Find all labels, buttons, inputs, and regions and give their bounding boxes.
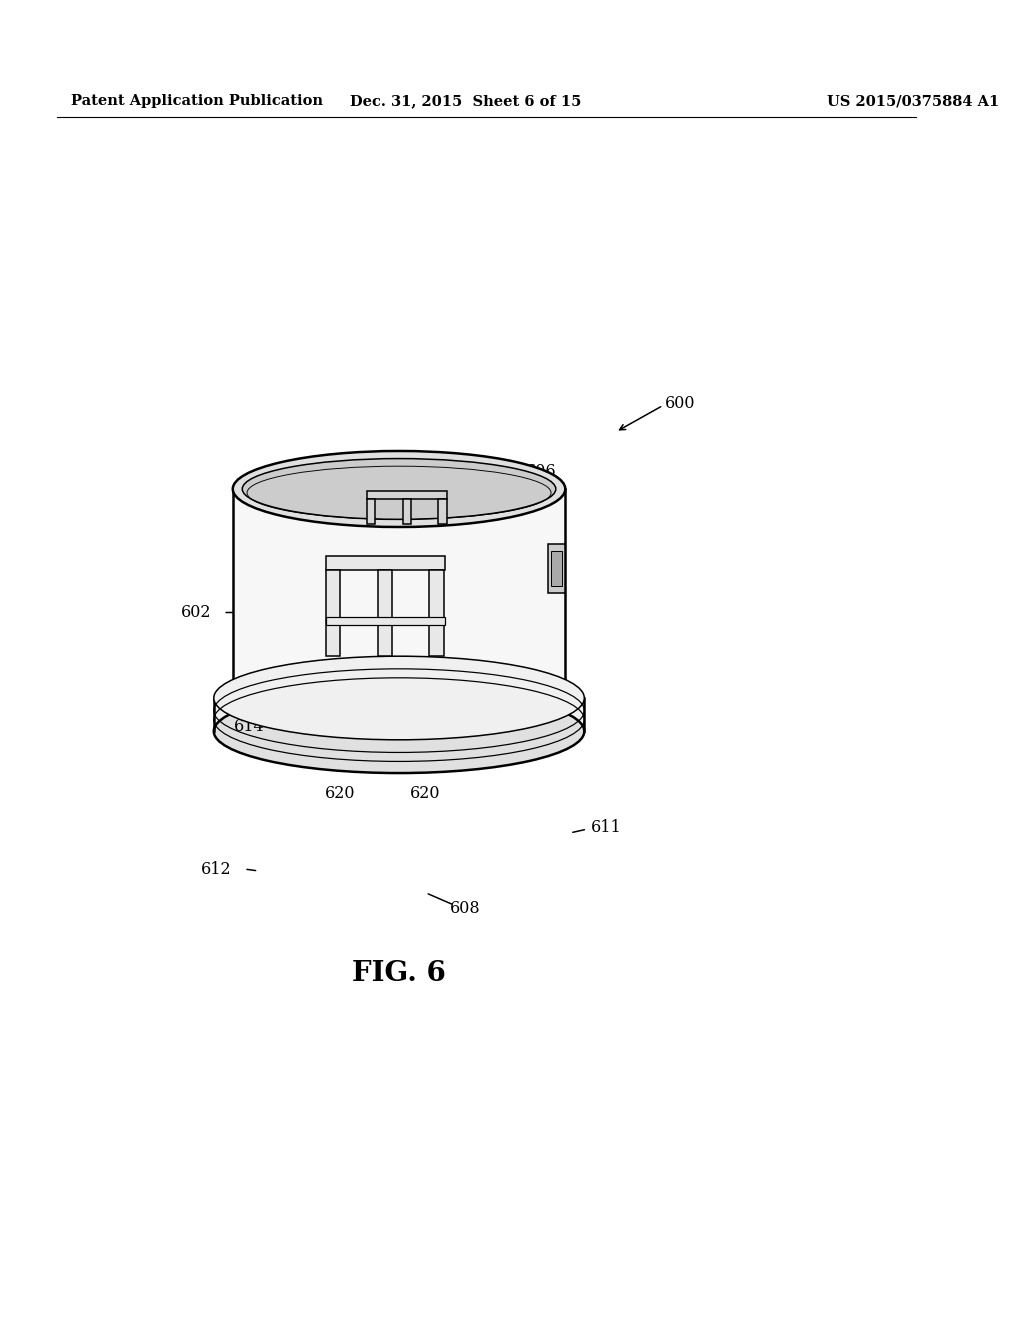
Polygon shape: [214, 698, 585, 731]
Text: 620: 620: [455, 490, 485, 507]
Ellipse shape: [232, 451, 565, 527]
Text: 612: 612: [201, 861, 231, 878]
Bar: [551, 552, 562, 586]
Bar: [326, 570, 340, 656]
Text: 602: 602: [180, 605, 211, 620]
Bar: [367, 499, 375, 524]
Text: 620: 620: [353, 490, 384, 507]
Polygon shape: [232, 488, 565, 698]
Text: Dec. 31, 2015  Sheet 6 of 15: Dec. 31, 2015 Sheet 6 of 15: [350, 94, 582, 108]
Text: Patent Application Publication: Patent Application Publication: [72, 94, 324, 108]
Ellipse shape: [214, 689, 585, 774]
Text: 604: 604: [274, 463, 305, 480]
Bar: [402, 499, 412, 524]
Bar: [378, 570, 392, 656]
Text: 608: 608: [451, 900, 481, 917]
Ellipse shape: [232, 660, 565, 737]
Text: 620: 620: [410, 784, 440, 801]
Text: FIG. 6: FIG. 6: [352, 960, 446, 987]
Text: 611: 611: [591, 818, 622, 836]
Text: 606: 606: [526, 463, 557, 480]
Text: 614: 614: [233, 718, 264, 735]
Text: 600: 600: [665, 395, 695, 412]
Bar: [326, 556, 444, 570]
Text: 620: 620: [325, 784, 355, 801]
Text: US 2015/0375884 A1: US 2015/0375884 A1: [826, 94, 998, 108]
Bar: [438, 499, 446, 524]
Bar: [367, 491, 447, 499]
Ellipse shape: [243, 458, 556, 519]
Bar: [548, 544, 565, 593]
Bar: [429, 570, 443, 656]
Bar: [326, 618, 444, 624]
Ellipse shape: [214, 656, 585, 739]
Text: 614: 614: [411, 490, 441, 507]
